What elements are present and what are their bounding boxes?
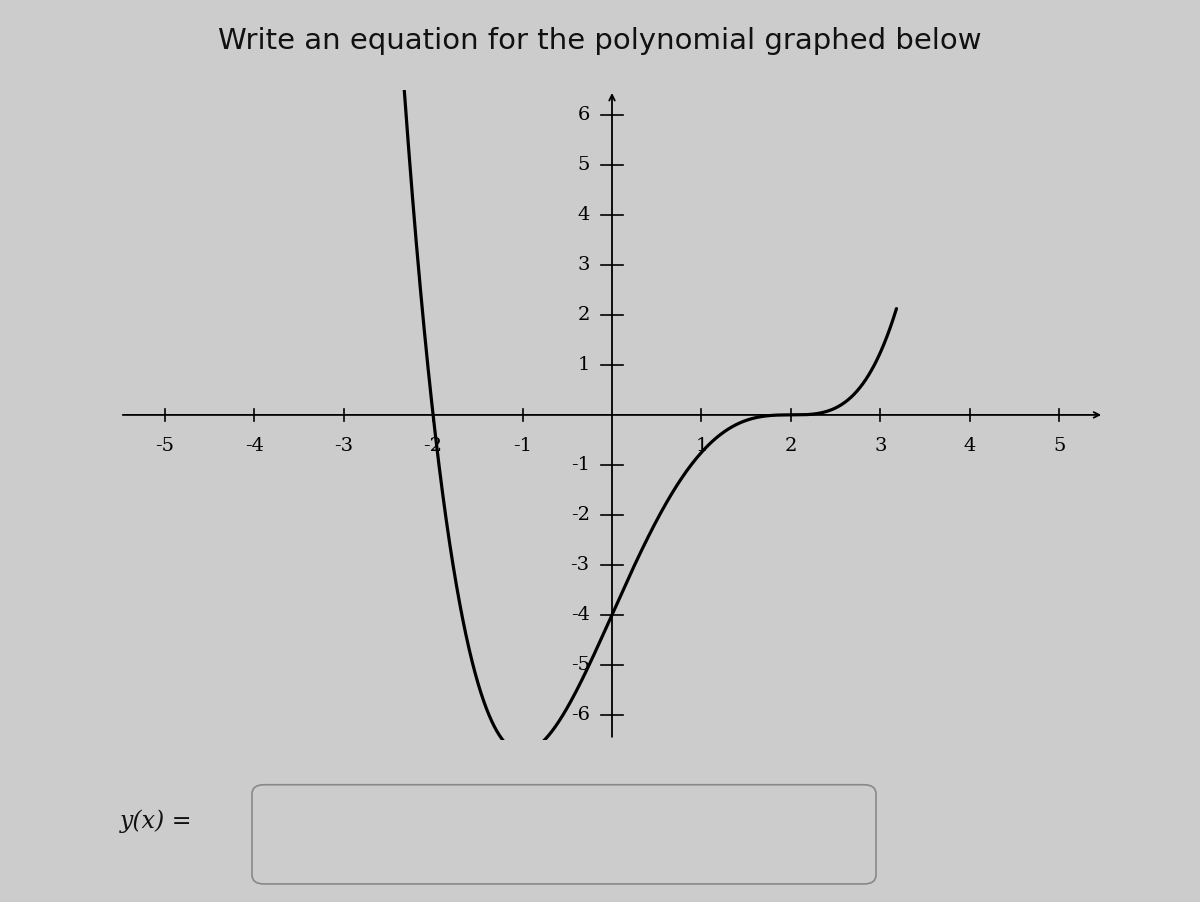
Text: 5: 5 bbox=[1054, 437, 1066, 456]
Text: -1: -1 bbox=[514, 437, 532, 456]
Text: -3: -3 bbox=[334, 437, 353, 456]
Text: y(x) =: y(x) = bbox=[120, 809, 192, 833]
Text: 1: 1 bbox=[695, 437, 708, 456]
Text: 3: 3 bbox=[874, 437, 887, 456]
Text: -5: -5 bbox=[155, 437, 174, 456]
Text: -2: -2 bbox=[424, 437, 443, 456]
Text: -1: -1 bbox=[571, 456, 589, 474]
Text: 2: 2 bbox=[577, 306, 589, 324]
Text: -5: -5 bbox=[571, 656, 589, 674]
Text: 1: 1 bbox=[577, 356, 589, 374]
Text: -4: -4 bbox=[571, 606, 589, 624]
Text: Write an equation for the polynomial graphed below: Write an equation for the polynomial gra… bbox=[218, 27, 982, 55]
Text: 6: 6 bbox=[577, 106, 589, 124]
Text: -3: -3 bbox=[570, 556, 589, 574]
Text: 4: 4 bbox=[964, 437, 976, 456]
Text: -2: -2 bbox=[571, 506, 589, 524]
Text: 4: 4 bbox=[577, 206, 589, 224]
Text: 2: 2 bbox=[785, 437, 797, 456]
Text: -4: -4 bbox=[245, 437, 264, 456]
Text: 3: 3 bbox=[577, 256, 589, 274]
Text: 5: 5 bbox=[577, 156, 589, 174]
Text: -6: -6 bbox=[571, 705, 589, 723]
